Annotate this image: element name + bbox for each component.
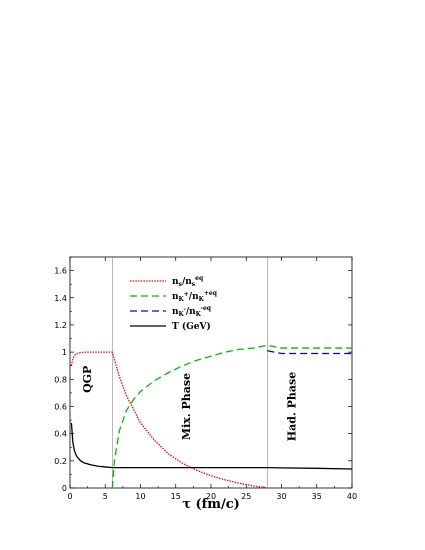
axis-ticks: 0 5 10 15 20 25 30 35 40 0 0.2 0.4 0.6 0.8 1 1.2 1.4 1.6: [54, 256, 357, 501]
x-tick-label: 30: [276, 492, 286, 501]
y-tick-label: 0.4: [54, 430, 67, 439]
x-tick-label: 40: [347, 492, 357, 501]
legend-label: ns/nseq: [172, 275, 204, 288]
phase-label: QGP: [81, 366, 94, 393]
series-line: [111, 344, 352, 489]
x-axis-label: τ (fm/c): [182, 497, 240, 512]
x-tick-label: 0: [67, 492, 72, 501]
phase-label: Had. Phase: [286, 372, 299, 441]
phase-label: Mix. Phase: [180, 373, 193, 440]
x-tick-label: 10: [135, 492, 145, 501]
phase-labels: QGP Mix. Phase Had. Phase: [81, 366, 298, 442]
x-tick-label: 35: [312, 492, 322, 501]
y-tick-label: 0.8: [54, 375, 67, 384]
legend-label: nK-/nK-eq: [172, 305, 212, 318]
y-tick-label: 0: [62, 484, 67, 493]
series-line: [70, 422, 353, 470]
legend-label: nK+/nK+eq: [172, 290, 218, 303]
y-tick-label: 0.2: [54, 457, 67, 466]
series-layer: [70, 344, 353, 489]
x-tick-label: 25: [241, 492, 251, 501]
legend-label: T (GeV): [172, 321, 211, 332]
series-line: [70, 351, 268, 489]
series-line: [267, 350, 352, 355]
y-tick-label: 1.2: [54, 321, 67, 330]
y-tick-label: 1: [62, 348, 67, 357]
phase-boundaries: [112, 257, 268, 488]
x-tick-label: 15: [171, 492, 181, 501]
legend: ns/nseq nK+/nK+eq nK-/nK-eq T (GeV): [130, 275, 218, 332]
x-tick-label: 20: [206, 492, 216, 501]
y-tick-label: 1.4: [54, 294, 67, 303]
y-tick-label: 0.6: [54, 402, 67, 411]
x-tick-label: 5: [103, 492, 108, 501]
y-tick-label: 1.6: [54, 267, 67, 276]
